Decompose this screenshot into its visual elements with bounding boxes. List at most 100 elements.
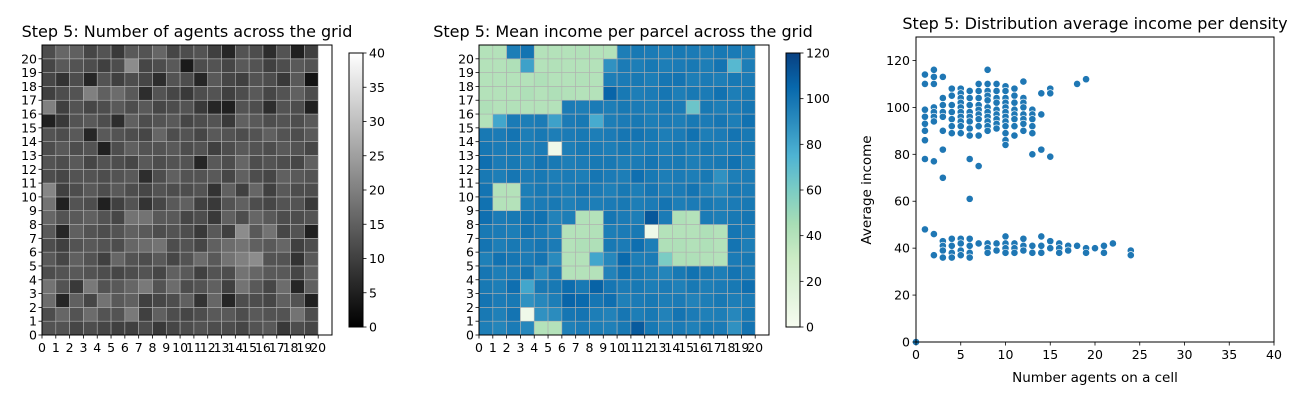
income-cell — [520, 99, 535, 115]
scatter-point — [965, 253, 974, 262]
income-cell — [658, 196, 673, 212]
income-cell — [672, 196, 687, 212]
agents-cell — [124, 58, 139, 73]
agents-cell — [96, 238, 112, 253]
agents-x-tick-label: 4 — [93, 340, 101, 355]
agents-cell — [262, 44, 278, 60]
income-cell — [520, 141, 535, 156]
income-cell — [727, 279, 742, 294]
agents-cell — [193, 251, 209, 267]
agents-colorbar — [348, 52, 364, 328]
agents-cell — [41, 141, 57, 156]
agents-cell — [262, 224, 278, 239]
income-cell — [506, 58, 521, 73]
income-cell — [685, 99, 701, 115]
agents-cell — [55, 210, 70, 225]
agents-cell — [235, 251, 250, 267]
scatter-point — [1019, 119, 1028, 128]
agents-cell — [179, 320, 195, 336]
scatter-point — [965, 94, 974, 102]
agents-cell — [41, 155, 57, 170]
agents-cell — [165, 265, 181, 281]
scatter-point — [992, 87, 1001, 95]
income-cell — [478, 113, 494, 129]
scatter-point — [1019, 77, 1028, 86]
agents-colorbar-tick-label: 30 — [369, 114, 385, 129]
income-cell — [630, 99, 646, 115]
agents-cell — [276, 224, 291, 239]
income-y-tick-label: 0 — [466, 328, 474, 343]
income-cell — [533, 265, 549, 281]
income-cell — [672, 293, 687, 308]
agents-cell — [248, 251, 264, 267]
agents-cell — [55, 279, 70, 294]
scatter-point — [1037, 248, 1046, 257]
scatter-point — [974, 122, 983, 131]
scatter-point — [947, 108, 956, 116]
income-cell — [533, 238, 549, 253]
agents-cell — [124, 279, 139, 294]
agents-cell — [248, 238, 264, 253]
agents-cell — [290, 168, 305, 184]
agents-cell — [41, 99, 57, 115]
agents-cell — [221, 210, 236, 225]
income-cell — [741, 72, 756, 87]
income-x-tick-label: 6 — [558, 340, 566, 355]
income-cell — [741, 279, 756, 294]
scatter-x-tick-label: 25 — [1132, 347, 1148, 362]
agents-cell — [124, 127, 139, 142]
scatter-x-tick-label: 40 — [1266, 347, 1282, 362]
agents-cell — [96, 307, 112, 322]
agents-cell — [165, 113, 181, 129]
agents-cell — [262, 210, 278, 225]
income-x-tick-label: 7 — [572, 340, 580, 355]
scatter-x-tick-label: 5 — [957, 347, 965, 362]
agents-cell — [138, 265, 153, 281]
agents-cell — [152, 224, 167, 239]
scatter-point — [974, 94, 983, 102]
agents-cell — [96, 44, 112, 60]
income-cell — [492, 86, 507, 101]
scatter-point — [1019, 234, 1028, 243]
scatter-point — [947, 129, 956, 138]
income-cell — [699, 210, 715, 225]
income-cell — [658, 251, 673, 267]
income-cell — [602, 251, 618, 267]
income-cell — [506, 196, 521, 212]
income-cell — [644, 238, 659, 253]
agents-cell — [276, 72, 291, 87]
income-cell — [727, 182, 742, 198]
agents-cell — [276, 141, 291, 156]
scatter-point — [930, 65, 938, 74]
agents-cell — [96, 210, 112, 225]
income-cell — [478, 210, 494, 225]
income-cell — [561, 99, 576, 115]
agents-cell — [138, 293, 153, 308]
scatter-point — [1126, 251, 1135, 260]
income-cell — [713, 320, 728, 336]
income-cell — [520, 293, 535, 308]
agents-cell — [96, 320, 112, 336]
scatter-point — [1028, 115, 1037, 124]
agents-x-tick-label: 2 — [66, 340, 74, 355]
scatter-point — [1100, 241, 1108, 250]
agents-cell — [262, 168, 278, 184]
income-colorbar — [785, 52, 801, 328]
agents-cell — [235, 224, 250, 239]
income-cell — [713, 279, 728, 294]
agents-cell — [207, 224, 222, 239]
income-cell — [506, 44, 521, 60]
income-cell — [478, 251, 494, 267]
agents-cell — [235, 86, 250, 101]
income-cell — [672, 141, 687, 156]
income-cell — [533, 279, 549, 294]
income-cell — [699, 58, 715, 73]
scatter-point — [1091, 244, 1099, 253]
agents-cell — [262, 72, 278, 87]
income-cell — [630, 265, 646, 281]
income-y-tick-label: 13 — [458, 148, 474, 163]
scatter-point — [938, 101, 947, 109]
income-cell — [685, 58, 701, 73]
agents-cell — [55, 320, 70, 336]
